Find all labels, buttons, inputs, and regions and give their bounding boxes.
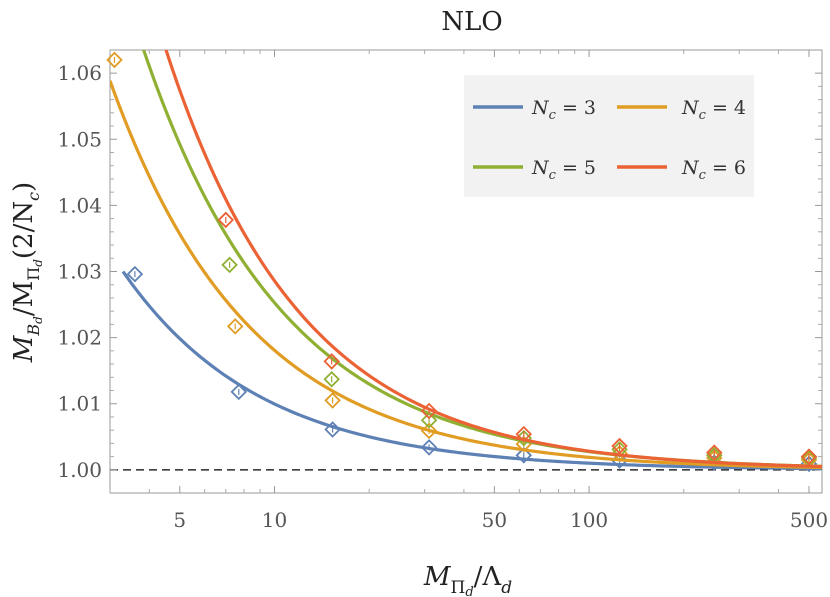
series-group (106, 50, 822, 473)
y-tick-label: 1.03 (57, 260, 102, 284)
data-marker-nc4 (324, 392, 341, 409)
data-marker-nc4 (420, 422, 438, 440)
legend-label-nc4: Nc = 4 (681, 97, 746, 123)
x-tick-label: 100 (570, 508, 608, 532)
data-marker-nc4 (106, 51, 123, 69)
series-line-nc6 (164, 50, 822, 469)
data-marker-nc6 (800, 448, 818, 465)
y-tick-label: 1.05 (57, 127, 102, 151)
data-marker-nc6 (217, 211, 235, 229)
x-tick-label: 50 (482, 508, 507, 532)
data-marker-nc3 (230, 383, 248, 401)
legend-label-nc6: Nc = 6 (681, 157, 746, 183)
axis-ticks: 1.00 1.01 1.02 1.03 1.04 1.05 1.06 5 10 50 100 500 (57, 50, 828, 532)
y-tick-label: 1.00 (57, 458, 102, 482)
chart-title: NLO (441, 7, 502, 37)
series-nc6 (164, 50, 822, 469)
data-marker-nc3 (126, 265, 144, 283)
data-marker-nc5 (221, 256, 238, 274)
y-axis-label: MBd/MΠd(2/Nc) (9, 182, 45, 363)
data-marker-nc6 (706, 444, 723, 461)
series-line-nc4 (110, 80, 822, 470)
data-marker-nc3 (324, 421, 341, 438)
y-tick-label: 1.06 (57, 61, 102, 85)
data-marker-nc5 (323, 371, 340, 388)
data-marker-nc6 (323, 353, 340, 370)
y-tick-label: 1.02 (57, 326, 102, 350)
data-marker-nc5 (420, 411, 438, 429)
x-axis-label: MΠd/Λd (423, 562, 512, 597)
x-tick-label: 5 (173, 508, 186, 532)
legend-box (464, 75, 754, 197)
y-tick-label: 1.01 (57, 392, 102, 416)
data-marker-nc3 (515, 447, 533, 464)
data-marker-nc6 (611, 437, 628, 455)
data-marker-nc4 (226, 318, 244, 335)
legend-label-nc5: Nc = 5 (531, 157, 596, 183)
x-tick-label: 10 (262, 508, 287, 532)
legend: Nc = 3 Nc = 4 Nc = 5 Nc = 6 (464, 75, 754, 197)
data-marker-nc3 (420, 439, 438, 456)
y-tick-label: 1.04 (57, 193, 102, 217)
x-tick-label: 500 (790, 508, 828, 532)
legend-label-nc3: Nc = 3 (531, 97, 596, 123)
data-marker-nc6 (420, 402, 438, 420)
data-marker-nc6 (515, 425, 533, 443)
